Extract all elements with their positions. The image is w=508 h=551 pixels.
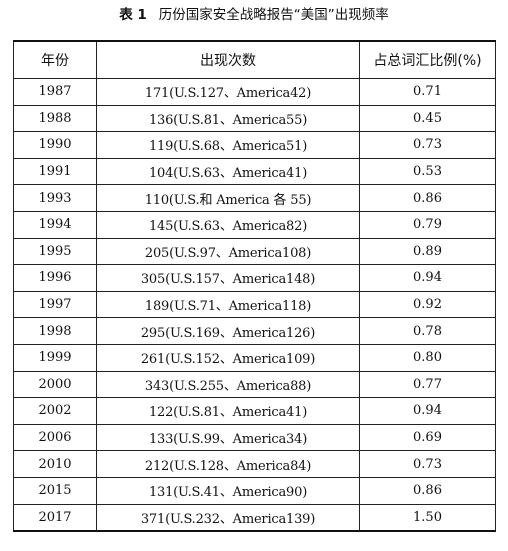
occurrences-cell: 261(U.S.152、America109) <box>96 343 360 372</box>
occurrences-cell: 122(U.S.81、America41) <box>96 397 360 425</box>
occurrences-cell: 119(U.S.68、America51) <box>96 131 360 159</box>
table-row: 2017 371(U.S.232、America139) 1.50 <box>13 503 496 533</box>
proportion-cell: 0.92 <box>359 290 496 319</box>
occurrences-cell: 343(U.S.255、America88) <box>96 370 360 399</box>
proportion-cell: 0.94 <box>359 264 496 292</box>
year-cell: 1997 <box>13 290 97 319</box>
table-row: 2002 122(U.S.81、America41) 0.94 <box>13 397 496 425</box>
occurrences-cell: 110(U.S.和 America 各 55) <box>96 184 360 212</box>
proportion-cell: 0.73 <box>359 450 496 478</box>
table-row: 1994 145(U.S.63、America82) 0.79 <box>13 210 496 239</box>
proportion-cell: 0.79 <box>359 210 496 239</box>
table-row: 1995 205(U.S.97、America108) 0.89 <box>13 237 496 266</box>
year-cell: 2010 <box>13 450 97 478</box>
header-row: 年份 出现次数 占总词汇比例(%) <box>13 40 496 79</box>
proportion-cell: 1.50 <box>359 503 496 533</box>
year-cell: 1988 <box>13 104 97 133</box>
year-cell: 1987 <box>13 78 97 106</box>
table-row: 1998 295(U.S.169、America126) 0.78 <box>13 317 496 345</box>
table-row: 1988 136(U.S.81、America55) 0.45 <box>13 104 496 133</box>
table-row: 1997 189(U.S.71、America118) 0.92 <box>13 290 496 319</box>
table-row: 1990 119(U.S.68、America51) 0.73 <box>13 131 496 159</box>
proportion-cell: 0.71 <box>359 78 496 106</box>
year-cell: 1993 <box>13 184 97 212</box>
header-occurrences: 出现次数 <box>96 40 360 79</box>
proportion-cell: 0.77 <box>359 370 496 399</box>
year-cell: 2000 <box>13 370 97 399</box>
year-cell: 1995 <box>13 237 97 266</box>
proportion-cell: 0.86 <box>359 184 496 212</box>
proportion-cell: 0.73 <box>359 131 496 159</box>
occurrences-cell: 212(U.S.128、America84) <box>96 450 360 478</box>
occurrences-cell: 295(U.S.169、America126) <box>96 317 360 345</box>
proportion-cell: 0.94 <box>359 397 496 425</box>
occurrences-cell: 131(U.S.41、America90) <box>96 476 360 505</box>
year-cell: 2015 <box>13 476 97 505</box>
header-year: 年份 <box>13 40 97 79</box>
proportion-cell: 0.86 <box>359 476 496 505</box>
table-row: 1993 110(U.S.和 America 各 55) 0.86 <box>13 184 496 212</box>
occurrences-cell: 133(U.S.99、America34) <box>96 423 360 452</box>
proportion-cell: 0.78 <box>359 317 496 345</box>
occurrences-cell: 305(U.S.157、America148) <box>96 264 360 292</box>
table-row: 2006 133(U.S.99、America34) 0.69 <box>13 423 496 452</box>
table-label: 表 1 <box>119 7 147 23</box>
year-cell: 1996 <box>13 264 97 292</box>
year-cell: 1999 <box>13 343 97 372</box>
year-cell: 2017 <box>13 503 97 533</box>
proportion-cell: 0.80 <box>359 343 496 372</box>
occurrences-cell: 205(U.S.97、America108) <box>96 237 360 266</box>
occurrences-cell: 136(U.S.81、America55) <box>96 104 360 133</box>
proportion-cell: 0.89 <box>359 237 496 266</box>
year-cell: 1994 <box>13 210 97 239</box>
header-proportion: 占总词汇比例(%) <box>359 40 496 79</box>
table-row: 1991 104(U.S.63、America41) 0.53 <box>13 157 496 186</box>
occurrences-cell: 104(U.S.63、America41) <box>96 157 360 186</box>
proportion-cell: 0.45 <box>359 104 496 133</box>
occurrences-cell: 189(U.S.71、America118) <box>96 290 360 319</box>
table-title: 历份国家安全战略报告“美国”出现频率 <box>158 7 389 23</box>
year-cell: 2006 <box>13 423 97 452</box>
proportion-cell: 0.53 <box>359 157 496 186</box>
occurrences-cell: 171(U.S.127、America42) <box>96 78 360 106</box>
year-cell: 1990 <box>13 131 97 159</box>
proportion-cell: 0.69 <box>359 423 496 452</box>
occurrences-cell: 371(U.S.232、America139) <box>96 503 360 533</box>
year-cell: 1991 <box>13 157 97 186</box>
table-row: 1999 261(U.S.152、America109) 0.80 <box>13 343 496 372</box>
year-cell: 2002 <box>13 397 97 425</box>
table-row: 1987 171(U.S.127、America42) 0.71 <box>13 78 496 106</box>
table-row: 2010 212(U.S.128、America84) 0.73 <box>13 450 496 478</box>
table-row: 2015 131(U.S.41、America90) 0.86 <box>13 476 496 505</box>
occurrences-cell: 145(U.S.63、America82) <box>96 210 360 239</box>
table-row: 1996 305(U.S.157、America148) 0.94 <box>13 264 496 292</box>
table-caption: 表 1 历份国家安全战略报告“美国”出现频率 <box>0 2 508 28</box>
year-cell: 1998 <box>13 317 97 345</box>
frequency-table: 年份 出现次数 占总词汇比例(%) 1987 171(U.S.127、Americ… <box>13 40 496 533</box>
table-row: 2000 343(U.S.255、America88) 0.77 <box>13 370 496 399</box>
